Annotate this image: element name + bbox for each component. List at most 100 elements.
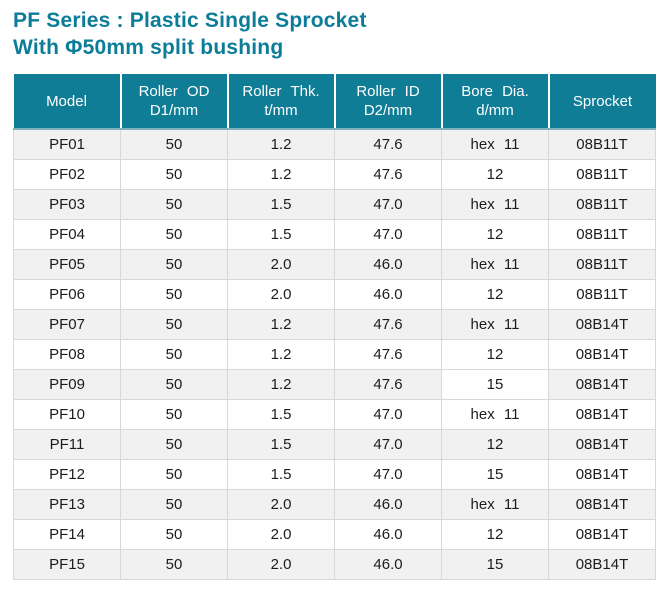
cell-roller-id-pf02: 47.6 xyxy=(334,159,442,190)
table-row-pf11: PF11 50 1.5 47.0 12 08B14T xyxy=(13,429,656,460)
table-row-pf01: PF01 50 1.2 47.6 hex 11 08B11T xyxy=(13,128,656,160)
cell-roller-od-pf02: 50 xyxy=(120,159,228,190)
spec-table-body: PF01 50 1.2 47.6 hex 11 08B11T PF02 50 1.2 47.6 12… xyxy=(13,128,656,580)
cell-roller-id-pf11: 47.0 xyxy=(334,429,442,460)
column-header-line-1: Model xyxy=(46,92,87,110)
cell-roller-od-pf08: 50 xyxy=(120,339,228,370)
cell-model-pf12: PF12 xyxy=(13,459,121,490)
cell-roller-od-pf06: 50 xyxy=(120,279,228,310)
cell-roller-thk-pf06: 2.0 xyxy=(227,279,335,310)
cell-sprocket-pf03: 08B11T xyxy=(548,189,656,220)
cell-roller-thk-pf04: 1.5 xyxy=(227,219,335,250)
cell-sprocket-pf02: 08B11T xyxy=(548,159,656,190)
table-row-pf09: PF09 50 1.2 47.6 15 08B14T xyxy=(13,369,656,400)
cell-roller-thk-pf02: 1.2 xyxy=(227,159,335,190)
cell-model-pf05: PF05 xyxy=(13,249,121,280)
cell-roller-thk-pf14: 2.0 xyxy=(227,519,335,550)
cell-bore-dia-pf07: hex 11 xyxy=(441,309,549,340)
cell-model-pf03: PF03 xyxy=(13,189,121,220)
cell-model-pf10: PF10 xyxy=(13,399,121,430)
column-header-line-2: t/mm xyxy=(264,102,298,119)
cell-model-pf08: PF08 xyxy=(13,339,121,370)
cell-roller-od-pf07: 50 xyxy=(120,309,228,340)
cell-roller-od-pf15: 50 xyxy=(120,549,228,580)
table-row-pf04: PF04 50 1.5 47.0 12 08B11T xyxy=(13,219,656,250)
cell-bore-dia-pf12: 15 xyxy=(441,459,549,490)
page-title: PF Series : Plastic Single Sprocket With… xyxy=(13,7,367,61)
cell-roller-thk-pf08: 1.2 xyxy=(227,339,335,370)
table-row-pf07: PF07 50 1.2 47.6 hex 11 08B14T xyxy=(13,309,656,340)
cell-sprocket-pf05: 08B11T xyxy=(548,249,656,280)
cell-sprocket-pf13: 08B14T xyxy=(548,489,656,520)
cell-sprocket-pf07: 08B14T xyxy=(548,309,656,340)
cell-sprocket-pf06: 08B11T xyxy=(548,279,656,310)
column-header-line-2: D1/mm xyxy=(149,102,199,119)
cell-sprocket-pf14: 08B14T xyxy=(548,519,656,550)
cell-roller-od-pf13: 50 xyxy=(120,489,228,520)
cell-model-pf14: PF14 xyxy=(13,519,121,550)
cell-bore-dia-pf02: 12 xyxy=(441,159,549,190)
table-row-pf13: PF13 50 2.0 46.0 hex 11 08B14T xyxy=(13,489,656,520)
cell-bore-dia-pf14: 12 xyxy=(441,519,549,550)
table-row-pf12: PF12 50 1.5 47.0 15 08B14T xyxy=(13,459,656,490)
cell-roller-id-pf03: 47.0 xyxy=(334,189,442,220)
cell-roller-thk-pf07: 1.2 xyxy=(227,309,335,340)
column-header-line-1: Roller Thk. xyxy=(242,83,320,100)
table-row-pf06: PF06 50 2.0 46.0 12 08B11T xyxy=(13,279,656,310)
column-header-line-1: Roller ID xyxy=(356,83,420,100)
cell-roller-thk-pf10: 1.5 xyxy=(227,399,335,430)
cell-roller-od-pf04: 50 xyxy=(120,219,228,250)
cell-roller-od-pf01: 50 xyxy=(120,128,228,160)
cell-model-pf13: PF13 xyxy=(13,489,121,520)
cell-model-pf15: PF15 xyxy=(13,549,121,580)
column-header-line-1: Bore Dia. xyxy=(461,83,529,100)
cell-roller-od-pf12: 50 xyxy=(120,459,228,490)
table-row-pf02: PF02 50 1.2 47.6 12 08B11T xyxy=(13,159,656,190)
page-title-line-2: With Φ50mm split bushing xyxy=(13,36,284,59)
column-header-model: Model xyxy=(13,74,121,130)
cell-model-pf11: PF11 xyxy=(13,429,121,460)
page-title-line-1: PF Series : Plastic Single Sprocket xyxy=(13,9,367,32)
cell-bore-dia-pf01: hex 11 xyxy=(441,128,549,160)
cell-model-pf01: PF01 xyxy=(13,128,121,160)
cell-bore-dia-pf03: hex 11 xyxy=(441,189,549,220)
cell-roller-id-pf12: 47.0 xyxy=(334,459,442,490)
column-header-line-1: Roller OD xyxy=(138,83,210,100)
column-header-line-1: Sprocket xyxy=(572,92,633,110)
cell-roller-thk-pf03: 1.5 xyxy=(227,189,335,220)
cell-roller-od-pf09: 50 xyxy=(120,369,228,400)
table-row-pf14: PF14 50 2.0 46.0 12 08B14T xyxy=(13,519,656,550)
cell-bore-dia-pf04: 12 xyxy=(441,219,549,250)
cell-roller-thk-pf12: 1.5 xyxy=(227,459,335,490)
cell-bore-dia-pf06: 12 xyxy=(441,279,549,310)
cell-bore-dia-pf13: hex 11 xyxy=(441,489,549,520)
cell-roller-id-pf14: 46.0 xyxy=(334,519,442,550)
cell-roller-id-pf15: 46.0 xyxy=(334,549,442,580)
cell-roller-thk-pf11: 1.5 xyxy=(227,429,335,460)
cell-bore-dia-pf11: 12 xyxy=(441,429,549,460)
cell-sprocket-pf09: 08B14T xyxy=(548,369,656,400)
cell-sprocket-pf15: 08B14T xyxy=(548,549,656,580)
table-row-pf15: PF15 50 2.0 46.0 15 08B14T xyxy=(13,549,656,580)
cell-sprocket-pf08: 08B14T xyxy=(548,339,656,370)
cell-roller-od-pf11: 50 xyxy=(120,429,228,460)
cell-roller-id-pf08: 47.6 xyxy=(334,339,442,370)
table-row-pf05: PF05 50 2.0 46.0 hex 11 08B11T xyxy=(13,249,656,280)
cell-roller-id-pf13: 46.0 xyxy=(334,489,442,520)
cell-sprocket-pf01: 08B11T xyxy=(548,128,656,160)
cell-model-pf07: PF07 xyxy=(13,309,121,340)
column-header-line-2: d/mm xyxy=(476,102,514,119)
cell-model-pf06: PF06 xyxy=(13,279,121,310)
column-header-roller-thk: Roller Thk. t/mm xyxy=(226,74,335,130)
cell-roller-od-pf14: 50 xyxy=(120,519,228,550)
cell-roller-id-pf01: 47.6 xyxy=(334,128,442,160)
cell-roller-thk-pf09: 1.2 xyxy=(227,369,335,400)
spec-table: Model Roller OD D1/mm Roller Thk. t/mm Roller… xyxy=(13,74,656,580)
cell-roller-id-pf04: 47.0 xyxy=(334,219,442,250)
cell-sprocket-pf04: 08B11T xyxy=(548,219,656,250)
cell-model-pf09: PF09 xyxy=(13,369,121,400)
cell-roller-od-pf03: 50 xyxy=(120,189,228,220)
cell-bore-dia-pf05: hex 11 xyxy=(441,249,549,280)
column-header-sprocket: Sprocket xyxy=(547,74,656,130)
